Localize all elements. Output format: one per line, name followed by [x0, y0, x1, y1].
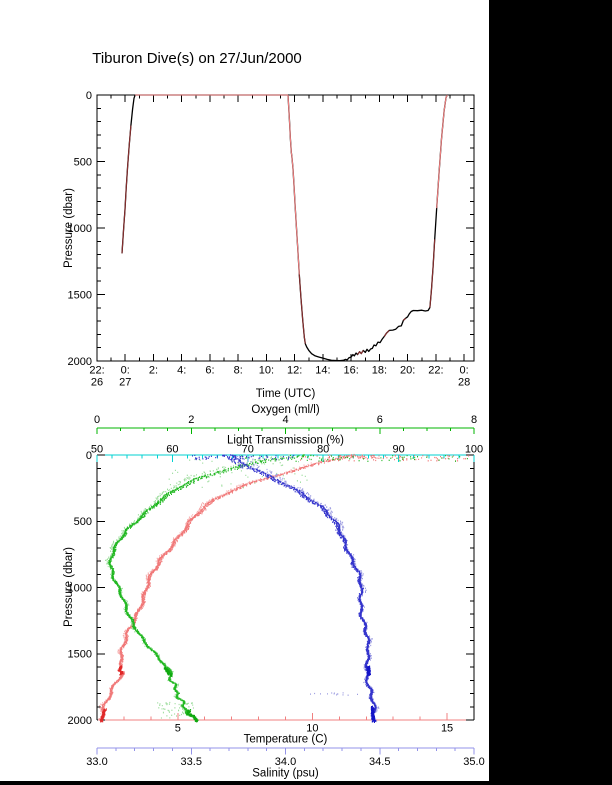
- data-dots: [108, 454, 305, 721]
- pressure-tick-label: 2000: [68, 356, 92, 368]
- salinity-tick-label: 35.0: [463, 756, 484, 768]
- dive-profile-overlay-salmon: [287, 94, 300, 275]
- day-tick-label: 27: [119, 377, 131, 389]
- lt-tick-label: 90: [392, 444, 404, 456]
- time-pressure-plot: 22: 0: 2: 4: 6: 8: 10: 12: 14: 16: 18: 20: 22: 0: 26 27…: [68, 90, 475, 389]
- pressure-tick-label: 500: [74, 156, 92, 168]
- time-tick-label: 6:: [205, 365, 214, 377]
- pressure-tick-label: 2000: [68, 715, 92, 727]
- pressure-tick-label: 500: [74, 516, 92, 528]
- dive-profile-overlay-dark_red: [383, 330, 390, 337]
- oxygen-tick-label: 6: [377, 414, 383, 426]
- time-tick-label: 16:: [344, 365, 359, 377]
- time-axis-title: Time (UTC): [256, 388, 316, 400]
- oxygen-axis-title: Oxygen (ml/l): [251, 404, 320, 416]
- data-dots: [100, 665, 124, 723]
- oxygen-tick-label: 4: [282, 414, 288, 426]
- data-dots: [100, 453, 470, 721]
- oxygen-tick-label: 8: [471, 414, 477, 426]
- day-tick-label: 28: [458, 377, 470, 389]
- time-tick-label: 22:: [89, 365, 104, 377]
- salinity-tick-label: 33.0: [86, 756, 107, 768]
- time-tick-label: 18:: [372, 365, 387, 377]
- salinity-tick-label: 33.5: [181, 756, 202, 768]
- salinity-tick-label: 34.5: [369, 756, 390, 768]
- oxygen-tick-label: 0: [94, 414, 100, 426]
- pressure-tick-label: 1000: [68, 582, 92, 594]
- lt-tick-label: 70: [242, 444, 254, 456]
- time-tick-label: 12:: [287, 365, 302, 377]
- salinity-tick-label: 34.0: [275, 756, 296, 768]
- lt-tick-label: 80: [317, 444, 329, 456]
- time-tick-label: 0:: [121, 365, 130, 377]
- bottom-pressure-axis-title: Pressure (dbar): [63, 547, 75, 627]
- day-tick-label: 26: [91, 377, 103, 389]
- temperature-tick-label: 15: [441, 723, 453, 735]
- oxygen-tick-label: 2: [188, 414, 194, 426]
- data-dots: [237, 454, 380, 723]
- bottom-black-margin: [0, 781, 612, 785]
- time-tick-label: 4:: [177, 365, 186, 377]
- data-dots: [192, 454, 377, 723]
- dive-profile-overlay-dark_red: [357, 350, 364, 355]
- top-plot-frame: [96, 94, 475, 362]
- dive-profile-line: [121, 94, 448, 362]
- light-transmission-axis-title: Light Transmission (%): [227, 435, 344, 447]
- pressure-tick-label: 0: [86, 450, 92, 462]
- temperature-tick-label: 5: [175, 723, 181, 735]
- dive-profile-overlay-dark_red: [429, 239, 436, 308]
- top-pressure-axis-title: Pressure (dbar): [63, 188, 75, 268]
- lt-tick-label: 60: [166, 444, 178, 456]
- dive-profile-overlay-dark_red: [298, 274, 306, 344]
- lt-tick-label: 100: [465, 444, 483, 456]
- time-tick-label: 22:: [428, 365, 443, 377]
- time-tick-label: 2:: [149, 365, 158, 377]
- time-tick-label: 10:: [259, 365, 274, 377]
- data-dots: [230, 454, 377, 722]
- data-dots: [163, 666, 199, 723]
- dive-profile-overlay-dark_red: [121, 125, 132, 254]
- time-tick-label: 0:: [460, 365, 469, 377]
- pressure-tick-label: 1500: [68, 289, 92, 301]
- temperature-axis-title: Temperature (C): [244, 734, 328, 746]
- data-dots: [105, 454, 308, 721]
- time-tick-label: 14:: [315, 365, 330, 377]
- time-tick-label: 20:: [400, 365, 415, 377]
- pressure-tick-label: 1500: [68, 649, 92, 661]
- salinity-axis-title: Salinity (psu): [252, 768, 319, 780]
- data-dots: [366, 665, 376, 724]
- temperature-tick-label: 10: [306, 723, 318, 735]
- dive-profile-overlay-salmon: [436, 94, 448, 209]
- pressure-tick-label: 1000: [68, 223, 92, 235]
- time-tick-label: 8:: [234, 365, 243, 377]
- lt-tick-label: 50: [91, 444, 103, 456]
- dive-profile-overlay-dark_red: [403, 318, 406, 321]
- pressure-tick-label: 0: [86, 90, 92, 102]
- data-dots: [99, 454, 354, 721]
- page-title: Tiburon Dive(s) on 27/Jun/2000: [92, 50, 302, 67]
- right-black-margin: [489, 0, 612, 785]
